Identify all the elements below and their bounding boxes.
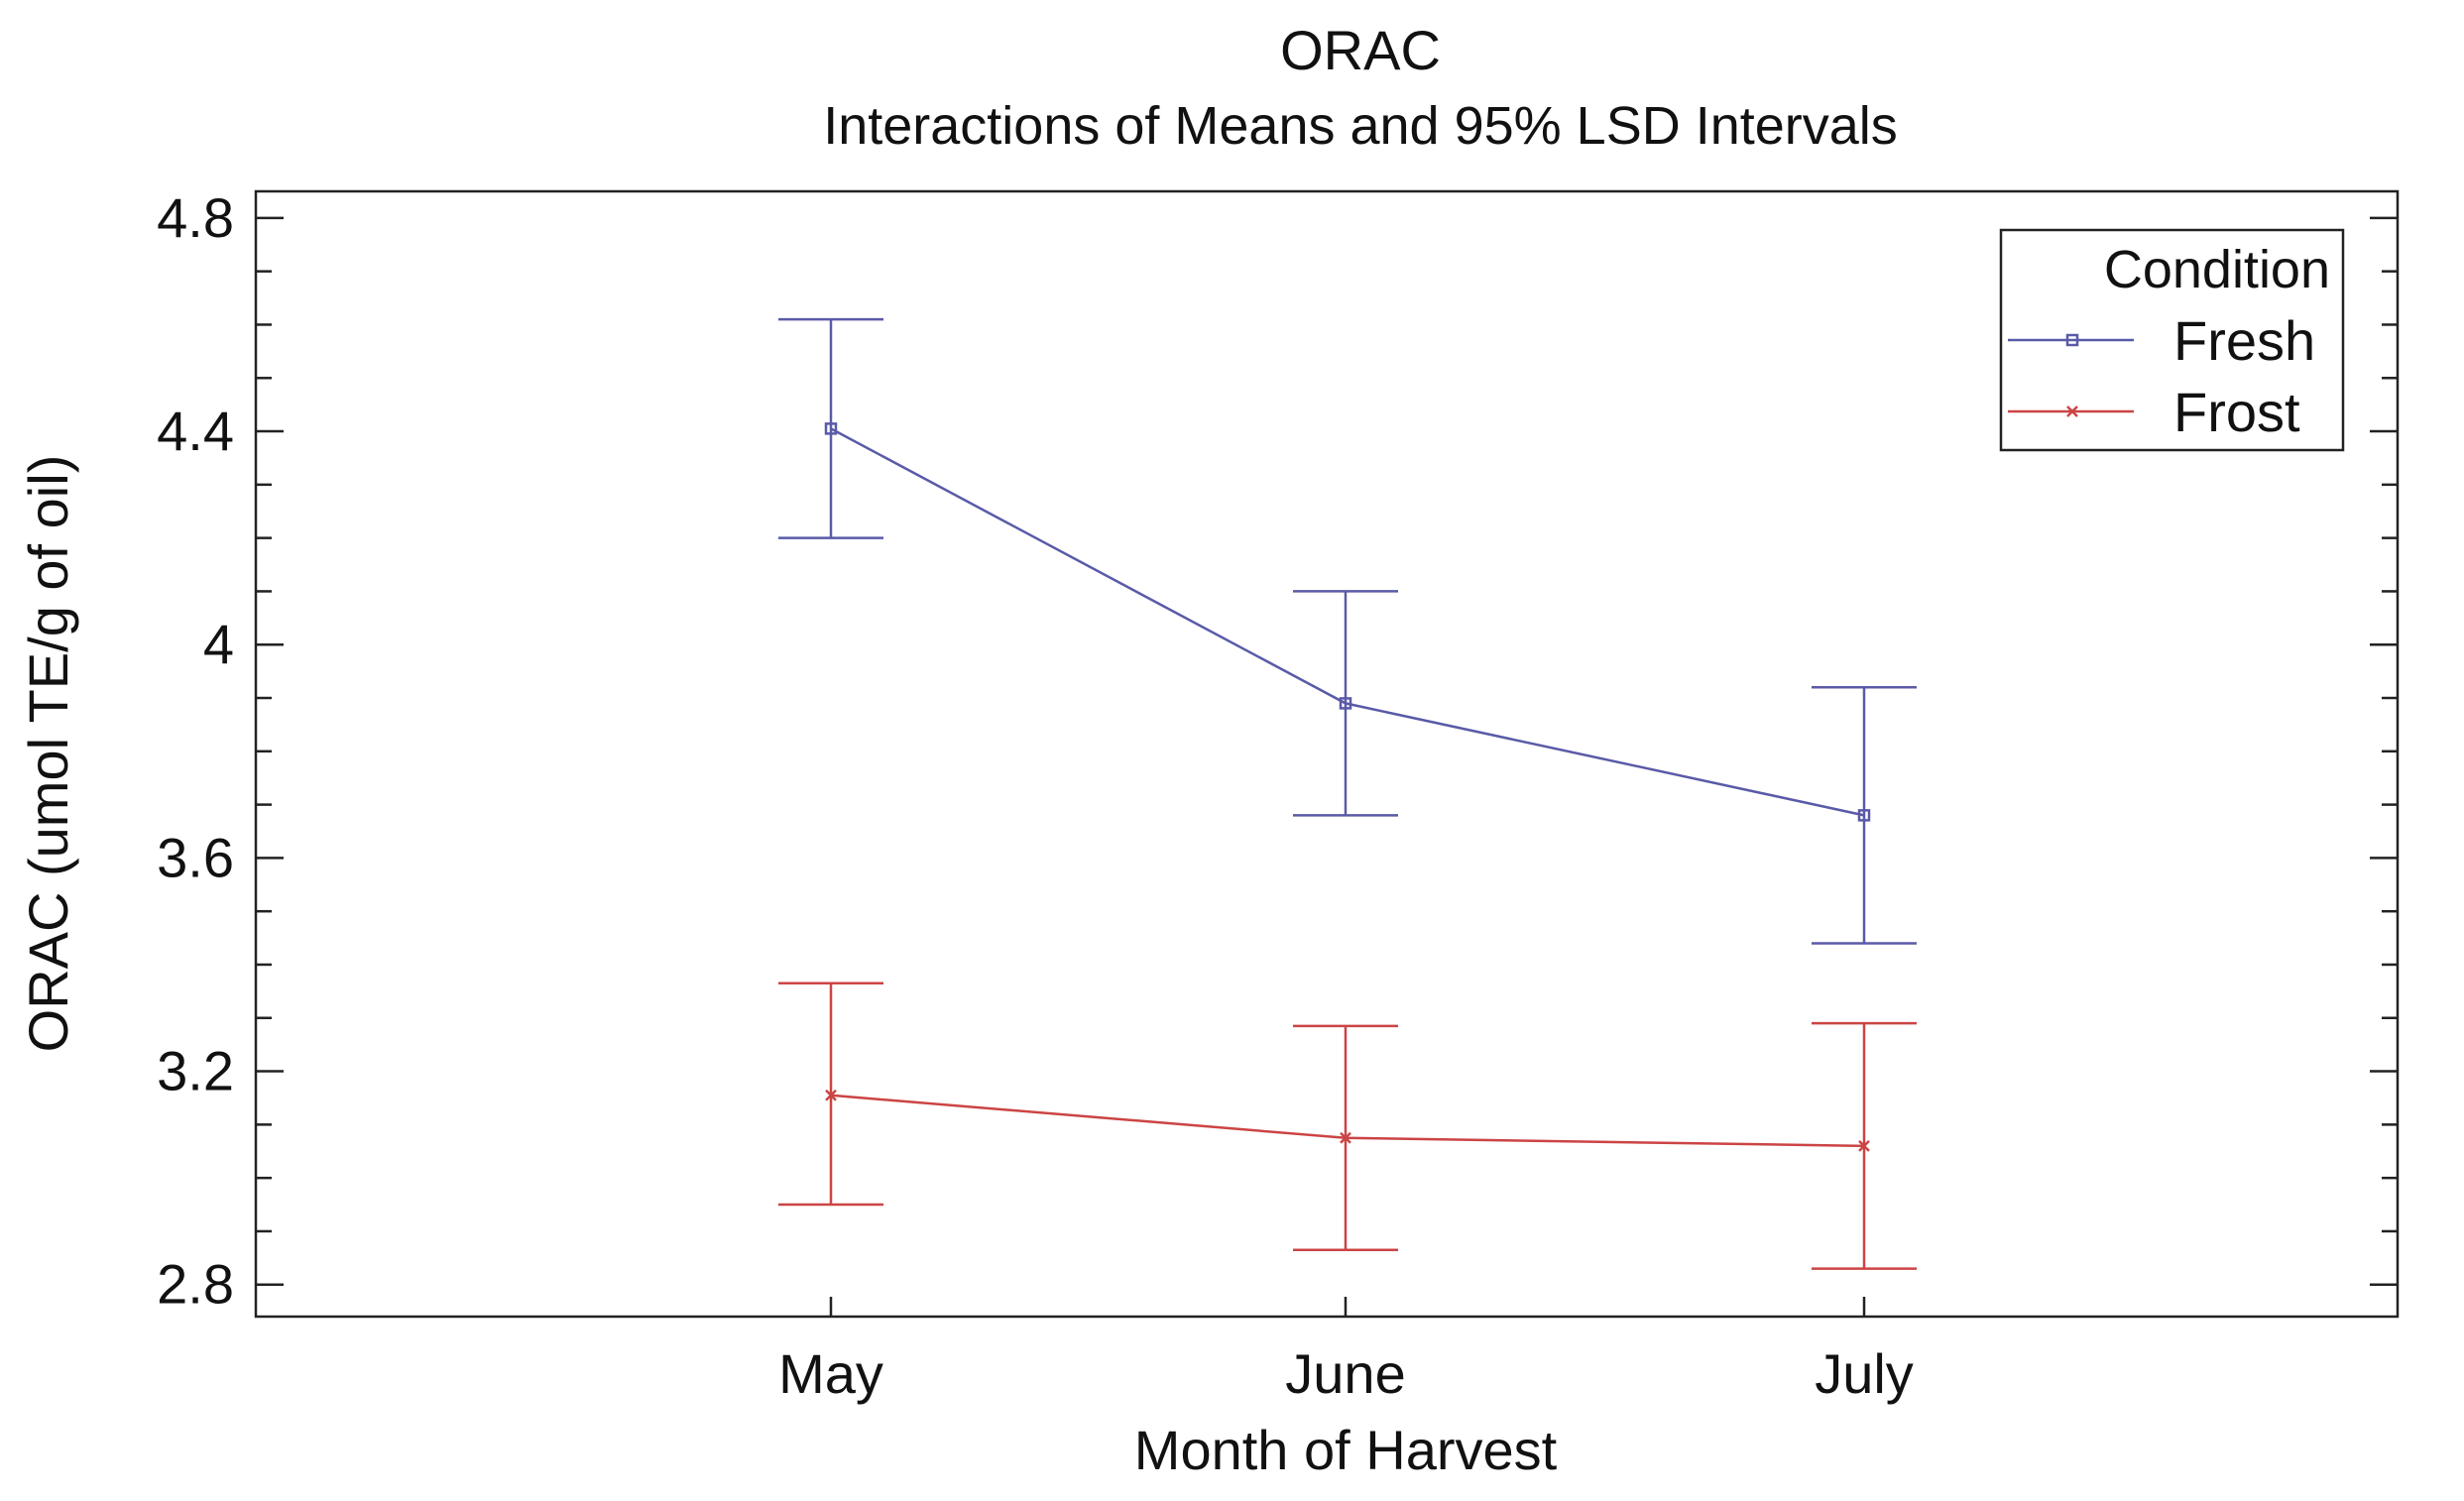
- legend-label-frost: Frost: [2173, 381, 2300, 443]
- series-fresh: [778, 317, 1917, 945]
- y-tick-label: 2.8: [157, 1253, 234, 1316]
- x-tick-label: May: [778, 1342, 883, 1405]
- chart-title: ORAC: [1280, 19, 1441, 81]
- legend-marker-frost: [2066, 405, 2078, 417]
- legend-entry-fresh: Fresh: [2008, 309, 2315, 372]
- y-axis-ticks: [256, 216, 2398, 1286]
- y-axis-tick-labels: 2.8 3.2 3.6 4 4.4 4.8: [157, 186, 234, 1316]
- chart-subtitle: Interactions of Means and 95% LSD Interv…: [823, 96, 1898, 156]
- x-tick-label: July: [1815, 1342, 1914, 1405]
- series-frost: [778, 981, 1917, 1270]
- y-tick-label: 4.8: [157, 186, 234, 249]
- legend: Condition Fresh Frost: [1999, 228, 2345, 452]
- y-tick-label: 3.2: [157, 1040, 234, 1102]
- x-axis-ticks: May June July: [778, 1297, 1914, 1405]
- plot-area: [254, 189, 2400, 1319]
- legend-title: Condition: [2104, 240, 2330, 299]
- y-tick-label: 3.6: [157, 826, 234, 888]
- y-tick-label: 4: [203, 613, 234, 675]
- data-point-frost: [1858, 1139, 1870, 1152]
- legend-marker-fresh: [2065, 333, 2079, 347]
- data-point-fresh: [824, 422, 838, 435]
- data-point-fresh: [1857, 809, 1871, 822]
- data-point-frost: [1340, 1131, 1351, 1144]
- error-bar-fresh: [1812, 686, 1917, 945]
- x-axis-label: Month of Harvest: [1134, 1419, 1558, 1481]
- error-bar-fresh: [778, 317, 883, 539]
- data-point-fresh: [1339, 697, 1352, 710]
- error-bar-fresh: [1293, 590, 1398, 817]
- y-axis-label: ORAC (umol TE/g of oil): [17, 455, 79, 1053]
- legend-entries: Fresh Frost: [2008, 309, 2315, 443]
- series-line-fresh: [830, 427, 1865, 817]
- x-tick-label: June: [1285, 1342, 1405, 1405]
- legend-entry-frost: Frost: [2008, 381, 2300, 443]
- series-layer: [778, 317, 1917, 1270]
- legend-label-fresh: Fresh: [2173, 309, 2315, 372]
- data-point-frost: [825, 1089, 837, 1101]
- y-tick-label: 4.4: [157, 400, 234, 462]
